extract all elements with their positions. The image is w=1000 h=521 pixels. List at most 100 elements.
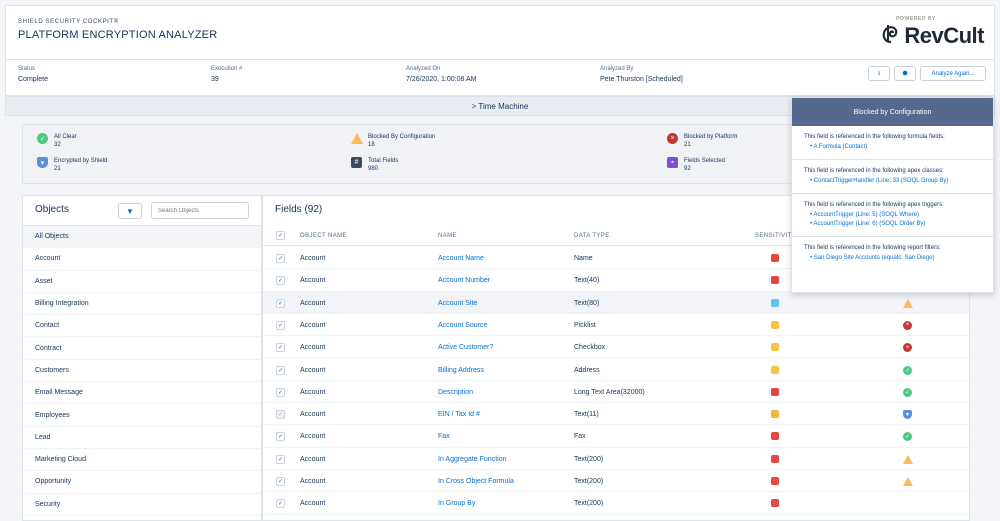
download-button[interactable]: ⭳ <box>868 66 890 81</box>
table-row[interactable]: ✓ Account Account Site Text(80) <box>263 291 969 314</box>
analyzed-on-value: 7/26/2020, 1:00:08 AM <box>406 76 477 83</box>
object-item[interactable]: Billing Integration <box>23 293 261 316</box>
table-row[interactable]: ✓ Account In Group By Text(200) <box>263 492 969 515</box>
sensitivity-badge[interactable] <box>771 477 779 485</box>
stat-value: 18 <box>368 142 375 148</box>
cell-field-name-link[interactable]: Billing Address <box>438 366 484 374</box>
warning-icon[interactable] <box>902 454 913 464</box>
row-checkbox[interactable]: ✓ <box>276 499 285 509</box>
sensitivity-badge[interactable] <box>771 499 779 508</box>
row-checkbox[interactable]: ✓ <box>276 432 285 442</box>
cell-field-name-link[interactable]: In Group By <box>438 500 476 508</box>
object-item[interactable]: Email Message <box>23 382 261 405</box>
row-checkbox[interactable]: ✓ <box>276 254 285 263</box>
popover-link[interactable]: • ContactTriggerHandler (Line: 33 (SOQL … <box>810 178 949 184</box>
col-name[interactable]: NAME <box>438 233 457 239</box>
shield-button[interactable]: ⬢ <box>894 66 916 81</box>
sensitivity-badge[interactable] <box>771 454 779 463</box>
table-row[interactable]: ✓ Account Billing Address Address ✓ <box>263 359 969 381</box>
cell-field-name-link[interactable]: EIN / Tax Id # <box>438 411 480 419</box>
cell-field-name-link[interactable]: Account Source <box>438 321 488 329</box>
row-checkbox[interactable]: ✓ <box>276 276 285 286</box>
object-item[interactable]: Account <box>23 248 261 271</box>
sensitivity-badge[interactable] <box>771 387 779 396</box>
object-item[interactable]: Marketing Cloud <box>23 449 261 472</box>
table-row[interactable]: ✓ Account Active Customer? Checkbox × <box>263 336 969 359</box>
row-checkbox[interactable]: ✓ <box>276 454 285 464</box>
sensitivity-badge[interactable] <box>771 410 779 419</box>
stat-blocked-platform: × Blocked by Platform 21 <box>667 133 737 149</box>
row-checkbox[interactable]: ✓ <box>276 298 285 308</box>
status-value: Complete <box>18 76 48 83</box>
popover-link[interactable]: • AccountTrigger (Line: 5) (SOQL Where) <box>810 212 920 218</box>
cell-field-name-link[interactable]: In Aggregate Function <box>438 455 507 463</box>
table-row[interactable]: ✓ Account Account Name Name <box>263 247 969 270</box>
warning-icon[interactable] <box>902 477 913 486</box>
search-objects-input[interactable] <box>151 202 249 219</box>
object-item-all[interactable]: All Objects <box>23 226 261 249</box>
time-machine-toggle[interactable]: > Time Machine <box>5 96 995 116</box>
table-row[interactable]: ✓ Account Description Long Text Area(32000)… <box>263 381 969 404</box>
popover-link[interactable]: • AccountTrigger (Line: 6) (SOQL Order B… <box>810 221 926 227</box>
row-checkbox[interactable]: ✓ <box>276 410 285 420</box>
sensitivity-badge[interactable] <box>771 254 779 262</box>
sensitivity-badge[interactable] <box>771 365 779 374</box>
object-item[interactable]: Lead <box>23 427 261 449</box>
filter-button[interactable]: ▼ <box>118 203 142 219</box>
cell-field-name-link[interactable]: Account Number <box>438 277 491 285</box>
success-icon[interactable]: ✓ <box>903 432 912 442</box>
execution-field: Execution # 39 <box>211 66 242 83</box>
row-checkbox[interactable]: ✓ <box>276 477 285 486</box>
table-row[interactable]: ✓ Account Account Number Text(40) <box>263 269 969 292</box>
download-icon: ⭳ <box>877 70 881 77</box>
error-circle-icon: × <box>667 133 678 144</box>
cell-field-name-link[interactable]: Active Customer? <box>438 344 494 352</box>
row-checkbox[interactable]: ✓ <box>276 320 285 330</box>
table-row[interactable]: ✓ Account Account Source Picklist × <box>263 314 969 337</box>
sensitivity-badge[interactable] <box>771 343 779 352</box>
row-checkbox[interactable]: ✓ <box>276 365 285 375</box>
warning-icon[interactable] <box>902 298 913 308</box>
sensitivity-badge[interactable] <box>771 320 779 329</box>
cell-field-name-link[interactable]: Account Site <box>438 299 478 307</box>
cell-object-name: Account <box>300 299 326 307</box>
stat-total-fields: # Total Fields 980 <box>351 157 398 173</box>
sensitivity-badge[interactable] <box>771 432 779 441</box>
row-checkbox[interactable]: ✓ <box>276 343 285 353</box>
cell-field-name-link[interactable]: In Cross Object Formula <box>438 478 514 485</box>
col-object-name[interactable]: OBJECT NAME <box>300 233 347 239</box>
sensitivity-badge[interactable] <box>771 276 779 285</box>
cell-field-name-link[interactable]: Account Name <box>438 255 484 262</box>
shield-icon[interactable]: ▾ <box>903 410 912 420</box>
analysis-info-bar: Status Complete Execution # 39 Analyzed … <box>5 60 995 96</box>
col-sensitivity[interactable]: SENSITIVITY <box>755 233 797 239</box>
cell-field-name-link[interactable]: Description <box>438 388 474 396</box>
object-item[interactable]: Asset <box>23 271 261 293</box>
col-data-type[interactable]: DATA TYPE <box>574 233 610 239</box>
table-row[interactable]: ✓ Account In Cross Object Formula Text(200) <box>263 470 969 493</box>
object-item[interactable]: Contract <box>23 337 261 360</box>
stat-blocked-config: Blocked By Configuration 18 <box>350 133 435 149</box>
object-item[interactable]: Opportunity <box>23 471 261 494</box>
blocked-config-popover: Blocked by Configuration This field is r… <box>791 97 994 293</box>
object-item[interactable]: Employees <box>23 404 261 427</box>
object-item[interactable]: Security <box>23 494 261 516</box>
error-icon[interactable]: × <box>903 343 912 353</box>
popover-link[interactable]: • A Formula (Contact) <box>810 144 868 150</box>
table-row[interactable]: ✓ Account In Aggregate Function Text(200) <box>263 448 969 470</box>
sensitivity-badge[interactable] <box>771 298 779 307</box>
error-icon[interactable]: × <box>903 320 912 330</box>
hash-icon: # <box>351 157 362 168</box>
table-row[interactable]: ✓ Account Fax Fax ✓ <box>263 425 969 448</box>
cell-field-name-link[interactable]: Fax <box>438 433 450 441</box>
row-checkbox[interactable]: ✓ <box>276 387 285 397</box>
popover-link[interactable]: • San Diego Site Accounts (equals: San D… <box>810 255 935 261</box>
success-icon[interactable]: ✓ <box>903 365 912 375</box>
object-item[interactable]: Customers <box>23 360 261 383</box>
success-icon[interactable]: ✓ <box>903 387 912 397</box>
stat-all-clear: ✓ All Clear 32 <box>37 133 77 149</box>
object-item[interactable]: Contact <box>23 315 261 338</box>
select-all-checkbox[interactable]: ✓ <box>276 231 285 240</box>
table-row[interactable]: ✓ Account EIN / Tax Id # Text(11) ▾ <box>263 403 969 426</box>
analyze-again-button[interactable]: Analyze Again... <box>920 66 986 81</box>
